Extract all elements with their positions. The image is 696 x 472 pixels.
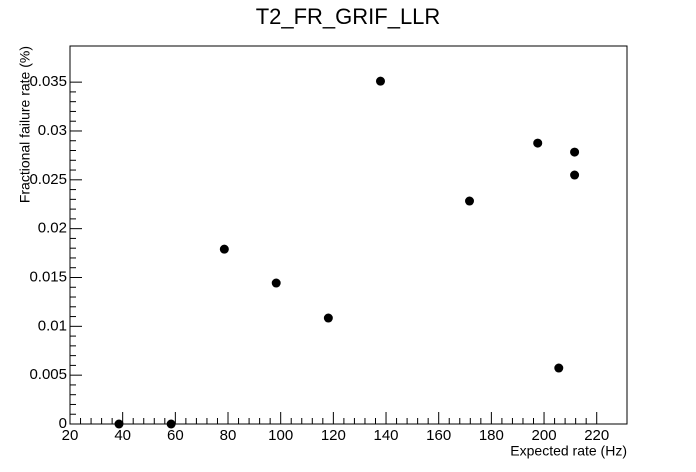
x-tick-label: 120	[321, 427, 346, 444]
point	[570, 170, 580, 180]
x-tick-label: 140	[374, 427, 399, 444]
y-tick-label: 0.005	[29, 366, 67, 383]
chart-title: T2_FR_GRIF_LLR	[256, 4, 441, 29]
y-tick-label: 0.03	[38, 122, 67, 139]
x-tick-label: 200	[532, 427, 557, 444]
x-tick-label: 100	[268, 427, 293, 444]
point	[465, 196, 475, 206]
y-tick-label: 0.035	[29, 73, 67, 90]
x-tick-label: 40	[114, 427, 131, 444]
plot-frame	[69, 45, 628, 425]
y-tick-label: 0	[59, 415, 67, 432]
point	[375, 76, 385, 86]
point	[533, 138, 543, 148]
point	[271, 278, 281, 288]
x-tick-label: 60	[167, 427, 184, 444]
point	[554, 363, 564, 373]
x-tick-label: 220	[584, 427, 609, 444]
point	[219, 244, 229, 254]
x-tick-label: 160	[426, 427, 451, 444]
y-tick-label: 0.02	[38, 220, 67, 237]
x-tick-label: 80	[220, 427, 237, 444]
y-tick-label: 0.025	[29, 171, 67, 188]
y-tick-label: 0.015	[29, 268, 67, 285]
y-tick-label: 0.01	[38, 317, 67, 334]
point	[166, 419, 176, 429]
x-tick-label: 20	[62, 427, 79, 444]
point	[323, 313, 333, 323]
point	[570, 147, 580, 157]
x-tick-label: 180	[479, 427, 504, 444]
point	[114, 419, 124, 429]
y-axis-label: Fractional failure rate (%)	[17, 46, 33, 203]
x-axis-label: Expected rate (Hz)	[510, 443, 627, 459]
